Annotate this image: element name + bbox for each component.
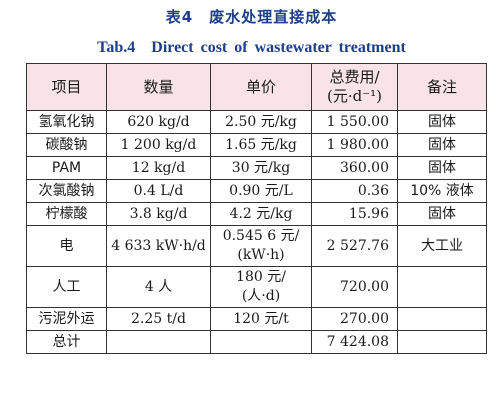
header-total-cost: 总费用/ (元·d⁻¹) bbox=[311, 63, 398, 111]
cell-item: 人工 bbox=[26, 266, 107, 308]
cell-remark: 固体 bbox=[397, 156, 487, 180]
cell-unit-price: 1.65 元/kg bbox=[210, 133, 312, 157]
table-row: 氢氧化钠 620 kg/d 2.50 元/kg 1 550.00 固体 bbox=[26, 110, 487, 134]
cell-unit-price-line1: 1.65 元/kg bbox=[225, 136, 297, 153]
cell-item: 柠檬酸 bbox=[26, 202, 107, 226]
cell-total-cost: 15.96 bbox=[311, 202, 398, 226]
cell-quantity: 1 200 kg/d bbox=[106, 133, 211, 157]
cell-quantity: 0.4 L/d bbox=[106, 179, 211, 203]
cell-item: 污泥外运 bbox=[26, 307, 107, 331]
cell-unit-price: 120 元/t bbox=[210, 307, 312, 331]
table-row: 柠檬酸 3.8 kg/d 4.2 元/kg 15.96 固体 bbox=[26, 202, 487, 226]
cell-unit-price: 0.545 6 元/ (kW·h) bbox=[210, 225, 312, 267]
cell-quantity: 620 kg/d bbox=[106, 110, 211, 134]
cell-unit-price: 0.90 元/L bbox=[210, 179, 312, 203]
header-total-cost-line2: (元·d⁻¹) bbox=[326, 87, 382, 105]
table-caption-en: Tab.4 Direct cost of wastewater treatmen… bbox=[97, 39, 406, 56]
cell-total-cost: 1 550.00 bbox=[311, 110, 398, 134]
cell-remark: 固体 bbox=[397, 110, 487, 134]
cell-total-cost: 2 527.76 bbox=[311, 225, 398, 267]
cell-unit-price: 30 元/kg bbox=[210, 156, 312, 180]
cell-unit-price: 180 元/ (人·d) bbox=[210, 266, 312, 308]
cell-total-cost: 360.00 bbox=[311, 156, 398, 180]
cell-unit-price-line2: (kW·h) bbox=[237, 247, 285, 263]
cell-unit-price-line1: 120 元/t bbox=[233, 310, 289, 327]
cell-item: 氢氧化钠 bbox=[26, 110, 107, 134]
cell-item: 总计 bbox=[26, 330, 107, 354]
cell-unit-price-line1: 4.2 元/kg bbox=[229, 205, 293, 222]
cell-remark bbox=[397, 307, 487, 331]
cell-quantity: 12 kg/d bbox=[106, 156, 211, 180]
table-body: 氢氧化钠 620 kg/d 2.50 元/kg 1 550.00 固体 碳酸钠 1 200 … bbox=[26, 110, 487, 354]
header-quantity: 数量 bbox=[106, 63, 211, 111]
cell-total-cost: 7 424.08 bbox=[311, 330, 398, 354]
cell-item: 电 bbox=[26, 225, 107, 267]
cell-unit-price-line1: 2.50 元/kg bbox=[225, 113, 297, 130]
table-row: 人工 4 人 180 元/ (人·d) 720.00 bbox=[26, 266, 487, 308]
cell-quantity: 4 633 kW·h/d bbox=[106, 225, 211, 267]
table-row: 次氯酸钠 0.4 L/d 0.90 元/L 0.36 10% 液体 bbox=[26, 179, 487, 203]
cell-item: 碳酸钠 bbox=[26, 133, 107, 157]
cell-unit-price: 4.2 元/kg bbox=[210, 202, 312, 226]
cell-unit-price-line1: 0.90 元/L bbox=[229, 182, 293, 199]
header-row: 项目 数量 单价 总费用/ (元·d⁻¹) 备注 bbox=[26, 63, 487, 111]
cell-quantity bbox=[106, 330, 211, 354]
header-total-cost-line1: 总费用/ bbox=[329, 68, 380, 86]
cell-item: PAM bbox=[26, 156, 107, 180]
table-row: PAM 12 kg/d 30 元/kg 360.00 固体 bbox=[26, 156, 487, 180]
cost-table: 项目 数量 单价 总费用/ (元·d⁻¹) 备注 氢氧化钠 620 kg/d 2.5… bbox=[26, 63, 487, 354]
header-item: 项目 bbox=[26, 63, 107, 111]
cell-remark bbox=[397, 266, 487, 308]
cell-total-cost: 720.00 bbox=[311, 266, 398, 308]
cell-item: 次氯酸钠 bbox=[26, 179, 107, 203]
cell-total-cost: 1 980.00 bbox=[311, 133, 398, 157]
cell-remark: 固体 bbox=[397, 133, 487, 157]
table-caption-cn: 表4 废水处理直接成本 bbox=[165, 8, 338, 26]
cell-total-cost: 0.36 bbox=[311, 179, 398, 203]
cell-remark: 固体 bbox=[397, 202, 487, 226]
cell-unit-price-line1: 180 元/ bbox=[236, 269, 286, 285]
table-row: 碳酸钠 1 200 kg/d 1.65 元/kg 1 980.00 固体 bbox=[26, 133, 487, 157]
cell-unit-price-line1: 0.545 6 元/ bbox=[222, 228, 300, 244]
cell-remark: 10% 液体 bbox=[397, 179, 487, 203]
cell-unit-price-line1: 30 元/kg bbox=[231, 159, 291, 176]
cell-total-cost: 270.00 bbox=[311, 307, 398, 331]
cell-unit-price: 2.50 元/kg bbox=[210, 110, 312, 134]
cell-unit-price bbox=[210, 330, 312, 354]
cell-remark bbox=[397, 330, 487, 354]
cell-quantity: 4 人 bbox=[106, 266, 211, 308]
table-row: 总计 7 424.08 bbox=[26, 330, 487, 354]
cell-quantity: 2.25 t/d bbox=[106, 307, 211, 331]
table-row: 污泥外运 2.25 t/d 120 元/t 270.00 bbox=[26, 307, 487, 331]
cell-unit-price-line2: (人·d) bbox=[241, 288, 281, 304]
cell-remark: 大工业 bbox=[397, 225, 487, 267]
header-remark: 备注 bbox=[397, 63, 487, 111]
cell-quantity: 3.8 kg/d bbox=[106, 202, 211, 226]
header-unit-price: 单价 bbox=[210, 63, 312, 111]
